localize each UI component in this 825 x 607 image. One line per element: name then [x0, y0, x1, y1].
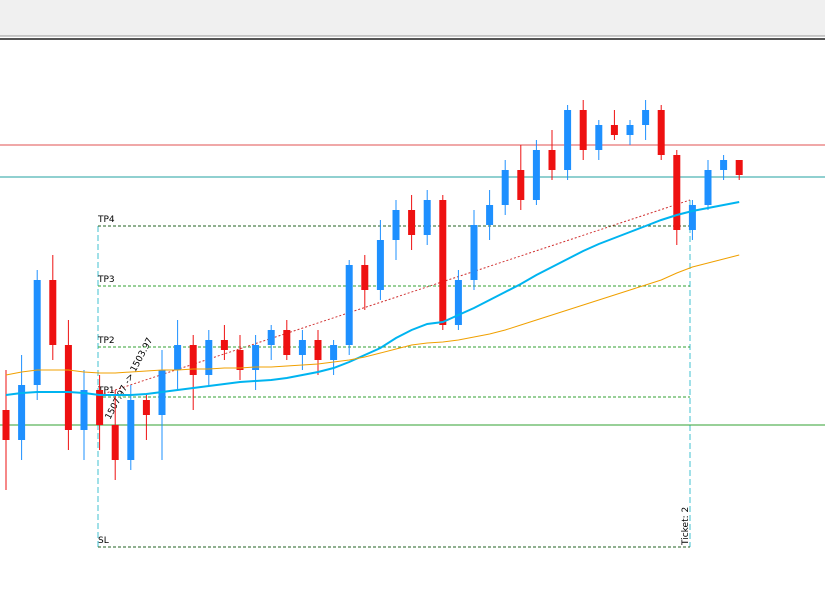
candle-body: [688, 205, 696, 230]
candle-body: [33, 280, 41, 385]
candle-body: [283, 330, 291, 355]
candle-body: [361, 265, 369, 290]
candle-body: [735, 160, 743, 175]
candle-body: [96, 390, 104, 425]
candle-body: [205, 340, 213, 375]
level-label: TP2: [97, 336, 115, 346]
candle-body: [704, 170, 712, 205]
candle-body: [517, 170, 525, 200]
candle-body: [501, 170, 509, 205]
ticket-label: Ticket: 2: [681, 507, 691, 546]
candle-body: [548, 150, 556, 170]
candle-body: [720, 160, 728, 170]
candle-body: [236, 350, 244, 370]
candle-body: [18, 385, 26, 440]
level-label: TP1: [97, 386, 115, 396]
candle-body: [64, 345, 72, 430]
candle-body: [314, 340, 322, 360]
candle-body: [454, 280, 462, 325]
candle-body: [486, 205, 494, 225]
candle-body: [642, 110, 650, 125]
candle-body: [595, 125, 603, 150]
candle-body: [376, 240, 384, 290]
level-label: SL: [98, 536, 109, 546]
candle-body: [408, 210, 416, 235]
candle-body: [470, 225, 478, 280]
trade-line: [99, 199, 691, 396]
candle-body: [189, 345, 197, 375]
candle-body: [220, 340, 228, 350]
level-label: TP3: [97, 275, 115, 285]
candle-body: [345, 265, 353, 345]
candle-body: [49, 280, 57, 345]
candle-body: [267, 330, 275, 345]
toolbar: [0, 0, 825, 36]
candle-body: [439, 200, 447, 325]
candle-body: [111, 425, 119, 460]
candle-body: [564, 110, 572, 170]
candle-body: [142, 400, 150, 415]
candle-body: [298, 340, 306, 355]
candle-body: [392, 210, 400, 240]
level-label: TP4: [97, 215, 115, 225]
candle-body: [626, 125, 634, 135]
candle-body: [127, 400, 135, 460]
moving-average: [5, 254, 740, 376]
moving-average: [5, 201, 740, 396]
candle-body: [174, 345, 182, 370]
candle-body: [423, 200, 431, 235]
candle-body: [80, 390, 88, 430]
candle-body: [2, 410, 10, 440]
candle-body: [330, 345, 338, 360]
candle-body: [579, 110, 587, 150]
candle-body: [532, 150, 540, 200]
candle-body: [657, 110, 665, 155]
candle-body: [673, 155, 681, 230]
candle-body: [252, 345, 260, 370]
candle-body: [610, 125, 618, 135]
